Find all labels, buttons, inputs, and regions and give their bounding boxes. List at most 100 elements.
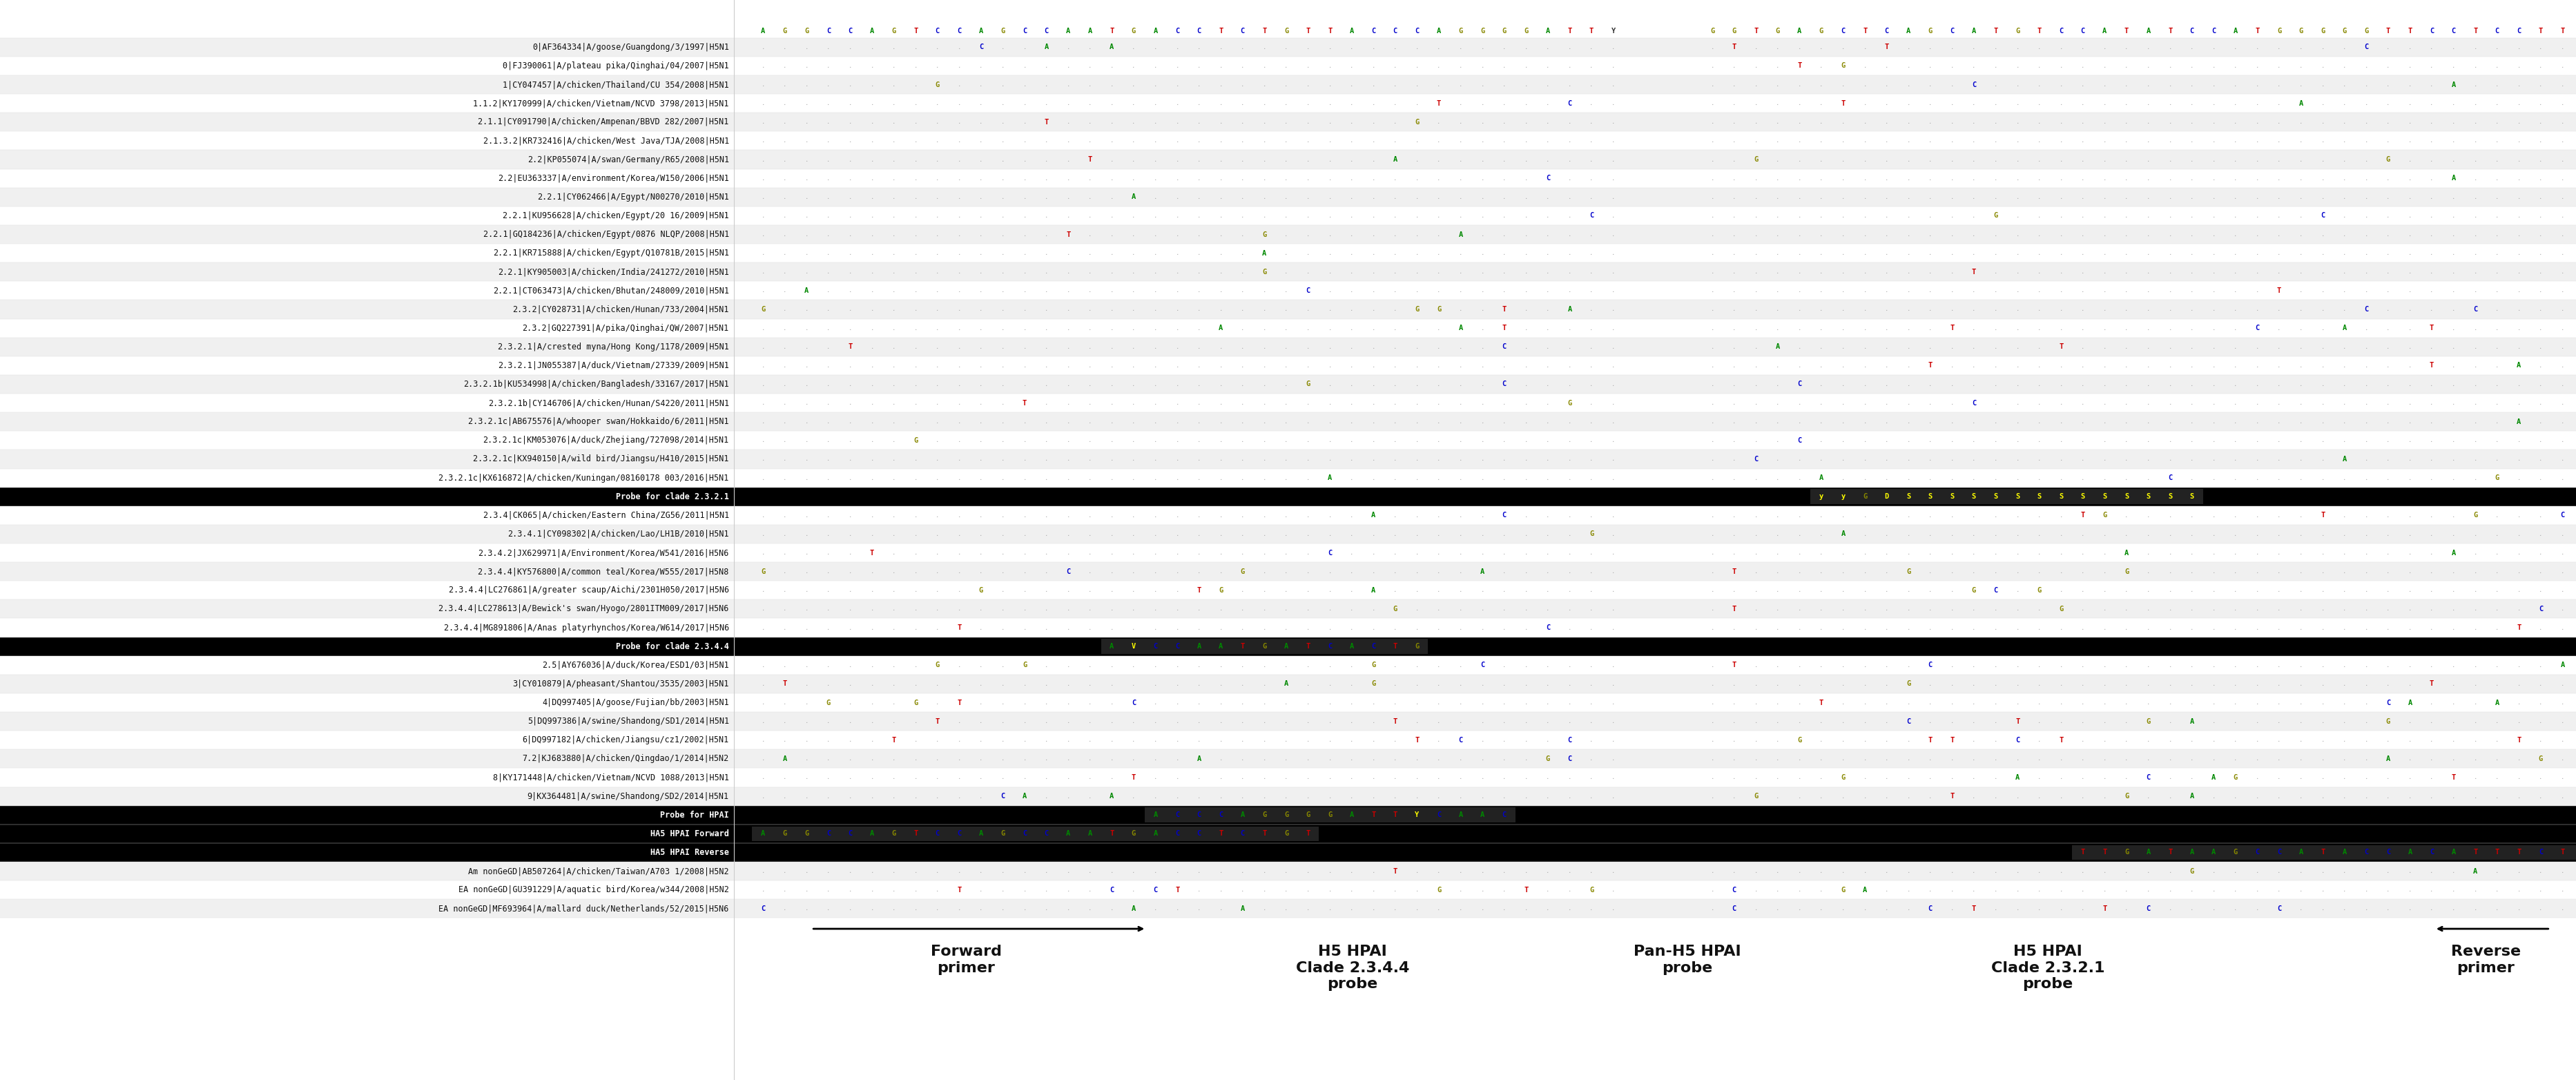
Text: .: .	[2102, 81, 2107, 87]
Text: .: .	[1973, 662, 1976, 669]
Text: .: .	[2409, 81, 2411, 87]
Text: .: .	[1710, 213, 1713, 219]
Text: .: .	[2102, 63, 2107, 69]
Text: .: .	[1023, 251, 1028, 256]
Text: .: .	[1002, 325, 1005, 332]
Text: .: .	[1862, 269, 1868, 275]
Text: .: .	[1481, 512, 1484, 518]
Text: .: .	[1502, 550, 1507, 556]
Text: .: .	[1242, 81, 1244, 87]
Text: G: G	[1906, 680, 1911, 687]
Text: .: .	[1285, 137, 1288, 144]
Text: .: .	[2517, 194, 2522, 200]
Text: .: .	[2473, 175, 2478, 181]
Text: .: .	[2496, 531, 2499, 537]
Text: .: .	[827, 680, 829, 687]
Text: .: .	[1350, 194, 1352, 200]
Text: .: .	[2365, 325, 2367, 332]
Text: .: .	[2213, 588, 2215, 593]
Text: .: .	[2125, 624, 2128, 631]
Text: .: .	[1950, 437, 1955, 444]
Text: .: .	[2146, 119, 2151, 125]
Text: .: .	[2452, 343, 2455, 350]
Text: .: .	[1481, 307, 1484, 312]
Text: .: .	[2409, 475, 2411, 481]
Text: .: .	[2102, 363, 2107, 368]
Text: .: .	[2058, 194, 2063, 200]
Text: .: .	[2014, 905, 2020, 912]
Text: G: G	[1971, 586, 1976, 594]
Text: .: .	[1458, 307, 1463, 312]
Text: .: .	[1589, 194, 1595, 200]
Text: .: .	[2429, 550, 2434, 556]
Text: .: .	[1370, 737, 1376, 743]
Text: .: .	[1525, 718, 1528, 725]
Text: .: .	[1023, 157, 1028, 163]
Text: .: .	[1110, 662, 1113, 669]
Text: .: .	[2213, 343, 2215, 350]
Text: 2.2|KP055074|A/swan/Germany/R65/2008|H5N1: 2.2|KP055074|A/swan/Germany/R65/2008|H5N…	[528, 156, 729, 164]
Text: .: .	[1306, 231, 1311, 238]
Text: .: .	[914, 381, 917, 388]
Text: .: .	[1242, 269, 1244, 275]
Text: .: .	[2257, 700, 2259, 705]
Text: .: .	[2409, 325, 2411, 332]
Text: .: .	[804, 718, 809, 725]
Text: C: C	[2473, 306, 2478, 313]
Text: .: .	[1862, 231, 1868, 238]
Text: .: .	[1175, 512, 1180, 518]
Text: .: .	[1262, 419, 1267, 424]
Text: .: .	[1242, 606, 1244, 612]
Text: .: .	[783, 550, 786, 556]
Text: .: .	[1218, 680, 1224, 687]
Text: .: .	[1306, 550, 1311, 556]
Text: .: .	[2409, 737, 2411, 743]
Text: .: .	[1131, 588, 1136, 593]
Text: .: .	[1569, 81, 1571, 87]
Text: .: .	[2473, 887, 2478, 893]
Text: .: .	[1906, 363, 1911, 368]
Text: .: .	[1481, 363, 1484, 368]
Text: .: .	[1329, 756, 1332, 761]
Text: .: .	[1329, 137, 1332, 144]
Text: .: .	[2385, 325, 2391, 332]
Text: .: .	[2561, 700, 2563, 705]
Text: .: .	[783, 137, 786, 144]
Text: .: .	[2277, 400, 2280, 406]
Text: .: .	[2429, 157, 2434, 163]
Text: T: T	[1589, 27, 1595, 35]
Bar	[0, 843, 2576, 862]
Text: .: .	[2561, 718, 2563, 725]
Text: .: .	[2298, 512, 2303, 518]
Text: .: .	[1394, 624, 1396, 631]
Text: .: .	[1131, 137, 1136, 144]
Text: .: .	[891, 774, 896, 781]
Text: .: .	[1370, 63, 1376, 69]
Text: .: .	[1546, 700, 1551, 705]
Text: .: .	[914, 287, 917, 294]
Text: .: .	[2277, 756, 2280, 761]
Text: .: .	[2321, 44, 2324, 51]
Text: .: .	[1175, 381, 1180, 388]
Text: .: .	[2081, 756, 2084, 761]
Text: .: .	[783, 456, 786, 462]
Text: .: .	[1285, 718, 1288, 725]
Text: .: .	[2169, 737, 2172, 743]
Text: .: .	[2365, 400, 2367, 406]
Text: .: .	[1798, 756, 1801, 761]
Text: .: .	[871, 343, 873, 350]
Text: .: .	[1569, 119, 1571, 125]
Text: .: .	[1175, 718, 1180, 725]
Text: .: .	[1414, 213, 1419, 219]
Text: .: .	[1350, 343, 1352, 350]
Text: .: .	[848, 307, 853, 312]
Text: .: .	[1306, 700, 1311, 705]
Text: .: .	[914, 868, 917, 875]
Text: .: .	[1370, 400, 1376, 406]
Text: .: .	[1546, 793, 1551, 799]
Text: .: .	[2561, 868, 2563, 875]
Text: .: .	[2452, 456, 2455, 462]
Text: .: .	[1175, 588, 1180, 593]
Text: .: .	[2277, 588, 2280, 593]
Text: .: .	[2385, 737, 2391, 743]
